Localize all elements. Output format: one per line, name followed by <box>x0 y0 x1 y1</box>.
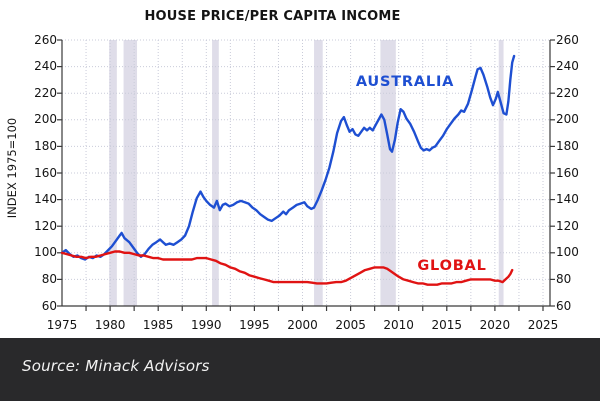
y-tick-right-140: 140 <box>556 192 579 207</box>
y-tick-left-120: 120 <box>34 218 57 233</box>
line-chart <box>57 39 555 311</box>
x-tick-1995: 1995 <box>239 318 270 332</box>
y-tick-right-60: 60 <box>556 298 572 313</box>
y-tick-left-140: 140 <box>34 192 57 207</box>
y-tick-right-260: 260 <box>556 32 579 47</box>
x-tick-2015: 2015 <box>431 318 463 332</box>
y-tick-left-60: 60 <box>41 298 57 313</box>
x-tick-1975: 1975 <box>46 318 78 332</box>
x-tick-2010: 2010 <box>383 318 414 332</box>
y-tick-left-180: 180 <box>34 138 57 153</box>
x-tick-1985: 1985 <box>142 318 174 332</box>
series-label-australia: AUSTRALIA <box>355 74 455 90</box>
y-tick-left-80: 80 <box>41 271 57 286</box>
chart-title: HOUSE PRICE/PER CAPITA INCOME <box>144 9 401 24</box>
source-bar: Source: Minack Advisors <box>0 338 600 401</box>
x-tick-2020: 2020 <box>479 318 511 332</box>
y-tick-right-160: 160 <box>556 165 579 180</box>
y-tick-left-220: 220 <box>34 85 57 100</box>
source-text: Source: Minack Advisors <box>22 357 210 375</box>
y-tick-right-100: 100 <box>556 245 579 260</box>
y-tick-right-120: 120 <box>556 218 579 233</box>
y-tick-right-80: 80 <box>556 271 572 286</box>
x-tick-2005: 2005 <box>335 318 366 332</box>
y-tick-right-240: 240 <box>556 59 579 74</box>
y-tick-right-180: 180 <box>556 138 579 153</box>
x-tick-1980: 1980 <box>94 318 126 332</box>
series-label-global: GLOBAL <box>417 258 487 274</box>
y-tick-right-220: 220 <box>556 85 579 100</box>
y-tick-left-200: 200 <box>34 112 57 127</box>
y-tick-left-240: 240 <box>34 59 57 74</box>
x-tick-2025: 2025 <box>527 318 559 332</box>
y-tick-right-200: 200 <box>556 112 579 127</box>
y-tick-left-100: 100 <box>34 245 57 260</box>
y-tick-left-160: 160 <box>34 165 57 180</box>
x-tick-1990: 1990 <box>191 318 222 332</box>
y-tick-left-260: 260 <box>34 32 57 47</box>
x-tick-2000: 2000 <box>287 318 318 332</box>
